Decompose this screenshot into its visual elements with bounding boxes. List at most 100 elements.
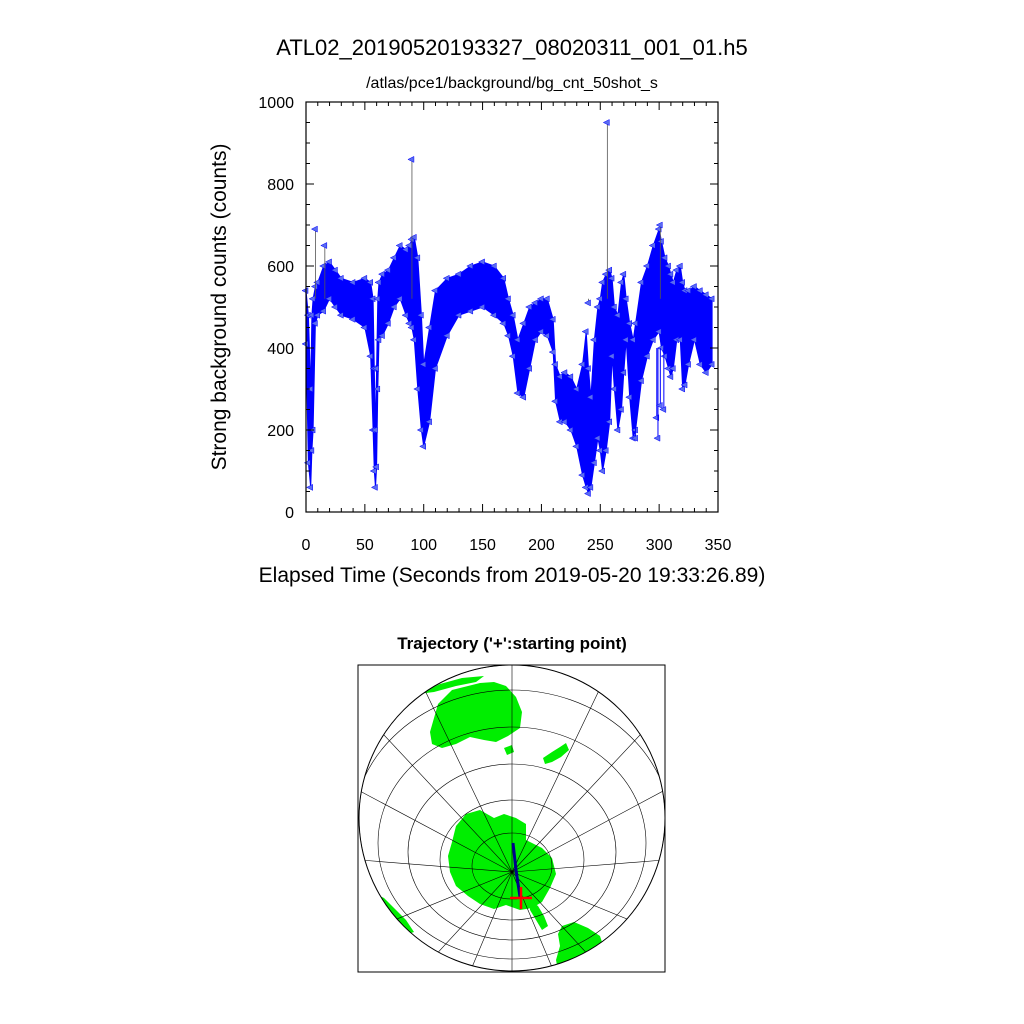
data-point xyxy=(586,393,594,401)
data-point xyxy=(566,373,574,381)
map-globe xyxy=(359,665,665,971)
x-tick-label: 300 xyxy=(646,537,673,554)
x-tick-label: 250 xyxy=(587,537,614,554)
data-point xyxy=(301,287,309,295)
data-point xyxy=(595,447,603,454)
data-point xyxy=(619,369,627,377)
data-point xyxy=(678,278,685,286)
data-point xyxy=(589,459,597,467)
data-point xyxy=(478,303,485,311)
data-point xyxy=(616,278,624,286)
data-point xyxy=(654,328,662,336)
data-point xyxy=(395,242,403,249)
y-tick-label: 1000 xyxy=(258,95,294,112)
data-point xyxy=(513,389,521,397)
data-point xyxy=(405,319,412,327)
data-point xyxy=(413,385,421,393)
graticule xyxy=(359,665,665,971)
x-tick-label: 350 xyxy=(705,537,732,554)
x-tick-label: 0 xyxy=(302,537,311,554)
data-point xyxy=(373,295,381,303)
data-point xyxy=(301,340,309,348)
data-point xyxy=(307,447,315,454)
dropout-point xyxy=(652,414,660,422)
data-point xyxy=(430,365,438,372)
data-point xyxy=(499,319,507,327)
data-point xyxy=(680,381,688,389)
data-point xyxy=(607,352,615,360)
data-point xyxy=(324,295,332,303)
data-point xyxy=(654,225,662,233)
data-point xyxy=(581,328,589,336)
data-point xyxy=(695,360,703,368)
series-layer xyxy=(301,119,715,497)
x-tick-label: 50 xyxy=(356,537,374,554)
data-point xyxy=(625,393,632,401)
land-new-zealand xyxy=(543,743,569,764)
data-point xyxy=(373,385,381,393)
land-tasmania xyxy=(504,745,514,755)
land-indonesia xyxy=(418,676,484,694)
data-point xyxy=(536,328,544,336)
data-point xyxy=(425,418,432,426)
data-point xyxy=(621,295,629,303)
data-point xyxy=(419,442,426,450)
data-point xyxy=(370,483,378,491)
data-point xyxy=(689,283,697,290)
y-tick-label: 200 xyxy=(267,423,294,440)
data-point xyxy=(374,278,382,286)
data-point xyxy=(598,467,605,475)
data-point xyxy=(442,274,450,282)
data-point xyxy=(360,274,368,282)
data-point xyxy=(605,418,612,426)
data-point xyxy=(319,307,326,315)
data-point xyxy=(550,360,558,368)
data-point xyxy=(675,262,683,270)
data-point xyxy=(372,365,379,372)
data-point xyxy=(377,270,385,278)
data-point xyxy=(508,311,516,319)
data-point xyxy=(525,303,532,311)
chart-subtitle: /atlas/pce1/background/bg_cnt_50shot_s xyxy=(366,75,658,92)
data-point xyxy=(648,242,656,249)
data-point xyxy=(668,278,676,286)
data-point xyxy=(548,315,556,323)
data-point xyxy=(609,303,617,311)
data-point xyxy=(348,315,356,323)
tick-labels: 0 50 100 150 200 250 300 350 0 200 400 600 800 1000 xyxy=(258,95,731,554)
data-point xyxy=(442,332,450,340)
data-point xyxy=(369,467,377,475)
globe-outline xyxy=(358,664,666,972)
data-point xyxy=(530,299,538,307)
y-tick-label: 600 xyxy=(267,259,294,276)
data-point xyxy=(313,278,321,286)
data-point xyxy=(598,278,605,286)
data-point xyxy=(525,365,532,372)
data-point xyxy=(555,373,563,381)
data-point xyxy=(366,278,373,286)
y-axis-label: Strong background counts (counts) xyxy=(208,144,231,471)
spike-point xyxy=(602,119,610,126)
data-point xyxy=(660,254,668,262)
data-point xyxy=(530,336,538,344)
data-point xyxy=(648,336,656,344)
data-point xyxy=(374,336,382,344)
data-point xyxy=(583,490,591,497)
dropout-point xyxy=(655,401,663,409)
data-point xyxy=(360,324,368,331)
data-point xyxy=(499,274,507,282)
land-australia xyxy=(430,682,522,748)
spike-point xyxy=(655,221,663,229)
data-point xyxy=(666,270,674,278)
data-point xyxy=(542,332,550,340)
data-point xyxy=(636,278,644,286)
data-point xyxy=(489,262,497,270)
data-point xyxy=(636,377,644,385)
data-point xyxy=(628,336,636,344)
data-point xyxy=(336,311,344,319)
y-tick-label: 400 xyxy=(267,341,294,358)
data-point xyxy=(416,426,424,434)
land-antarctic-peninsula xyxy=(530,900,548,930)
data-point xyxy=(695,287,703,295)
